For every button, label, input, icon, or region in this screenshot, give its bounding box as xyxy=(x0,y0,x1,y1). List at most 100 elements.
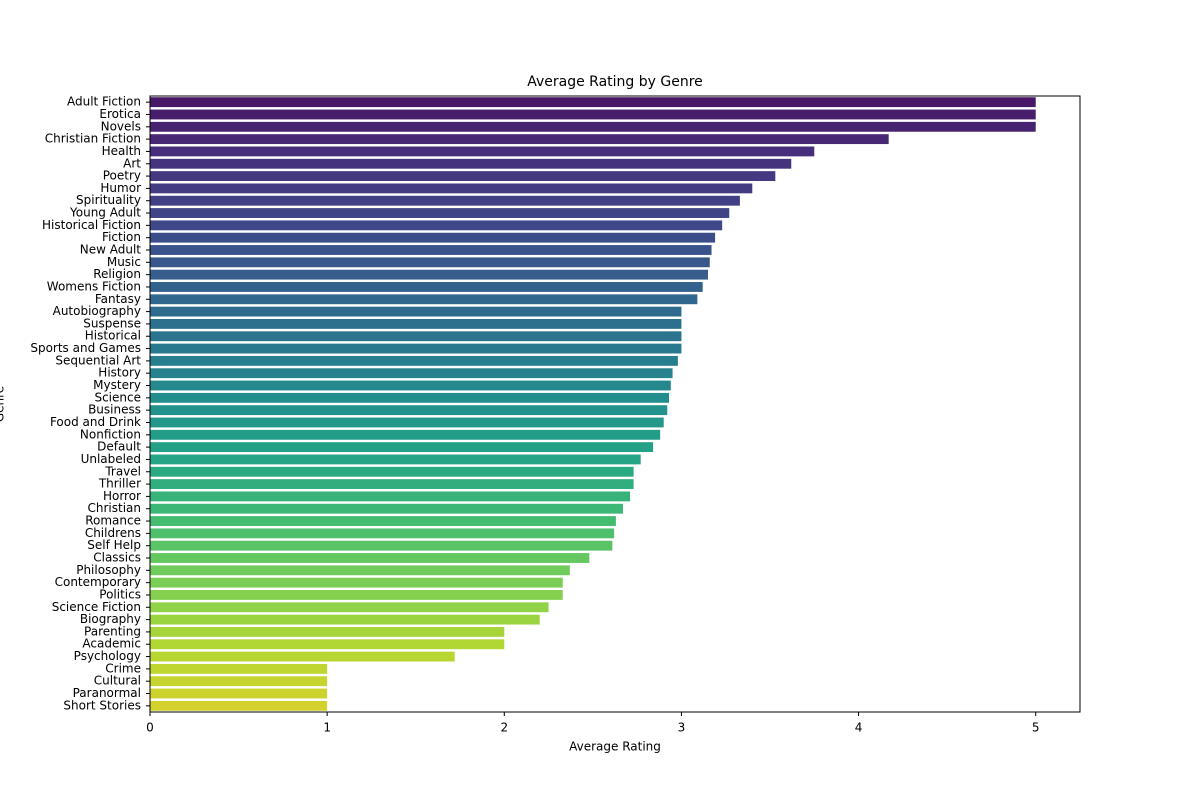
y-tick-label: Religion xyxy=(93,267,141,281)
bar xyxy=(150,700,328,711)
y-tick-label: Paranormal xyxy=(73,686,141,700)
y-tick-label: Romance xyxy=(85,514,141,528)
y-tick-label: Academic xyxy=(82,637,141,651)
bar xyxy=(150,417,664,428)
x-axis-label: Average Rating xyxy=(569,740,661,754)
bar xyxy=(150,380,671,391)
y-tick-label: Self Help xyxy=(87,538,141,552)
bar xyxy=(150,466,634,477)
y-tick-label: Humor xyxy=(100,181,141,195)
y-tick-label: Travel xyxy=(104,464,141,478)
x-tick-label: 5 xyxy=(1032,721,1040,735)
bar xyxy=(150,158,792,169)
y-tick-label: Childrens xyxy=(85,526,141,540)
bar xyxy=(150,355,678,366)
y-tick-label: Science xyxy=(94,390,141,404)
y-axis-label: Genre xyxy=(0,386,7,422)
bar xyxy=(150,503,623,514)
bar xyxy=(150,491,631,502)
x-tick-label: 2 xyxy=(500,721,508,735)
bar xyxy=(150,220,723,231)
y-tick-label: Historical Fiction xyxy=(42,218,141,232)
y-tick-label: Food and Drink xyxy=(50,415,141,429)
bar xyxy=(150,676,328,687)
bar xyxy=(150,134,889,145)
bar xyxy=(150,183,753,194)
y-tick-label: Womens Fiction xyxy=(47,279,141,293)
bar xyxy=(150,516,616,526)
bar xyxy=(150,331,682,342)
bar xyxy=(150,109,1036,120)
y-tick-label: Novels xyxy=(101,119,141,133)
y-tick-label: Health xyxy=(102,144,141,158)
bar xyxy=(150,97,1036,108)
y-tick-label: Horror xyxy=(103,489,141,503)
bar xyxy=(150,232,716,243)
bar xyxy=(150,121,1036,132)
y-tick-label: Unlabeled xyxy=(81,452,141,466)
bar xyxy=(150,146,815,157)
x-tick-label: 4 xyxy=(855,721,863,735)
bar xyxy=(150,602,549,613)
x-tick-label: 3 xyxy=(678,721,686,735)
y-tick-label: Parenting xyxy=(84,624,141,638)
y-tick-label: Poetry xyxy=(103,169,141,183)
bar xyxy=(150,208,730,218)
y-tick-label: Politics xyxy=(99,587,141,601)
y-tick-label: Fiction xyxy=(102,230,141,244)
y-tick-label: Default xyxy=(97,440,141,454)
bar xyxy=(150,343,682,354)
y-tick-label: Historical xyxy=(85,329,141,343)
bar xyxy=(150,245,712,255)
bar xyxy=(150,368,673,379)
y-tick-label: Autobiography xyxy=(53,304,141,318)
bar xyxy=(150,392,670,403)
y-tick-label: History xyxy=(98,366,141,380)
x-tick-label: 1 xyxy=(323,721,331,735)
y-tick-label: Biography xyxy=(80,612,141,626)
bar xyxy=(150,429,661,440)
y-tick-label: Crime xyxy=(105,661,141,675)
bar xyxy=(150,565,570,576)
y-tick-label: New Adult xyxy=(80,243,142,257)
y-tick-label: Suspense xyxy=(83,316,141,330)
bar xyxy=(150,540,613,551)
y-tick-label: Contemporary xyxy=(55,575,141,589)
y-tick-label: Business xyxy=(88,403,141,417)
bar xyxy=(150,454,641,465)
y-tick-label: Adult Fiction xyxy=(67,95,141,109)
y-tick-label: Sports and Games xyxy=(30,341,141,355)
y-tick-label: Short Stories xyxy=(63,698,141,712)
bar xyxy=(150,405,668,416)
y-tick-label: Philosophy xyxy=(76,563,141,577)
bar xyxy=(150,282,703,292)
bar xyxy=(150,651,455,662)
y-tick-label: Christian xyxy=(87,501,141,515)
bar xyxy=(150,626,505,637)
bar xyxy=(150,294,698,305)
bar xyxy=(150,614,540,625)
bar xyxy=(150,479,634,490)
y-tick-label: Psychology xyxy=(74,649,141,663)
y-tick-label: Music xyxy=(107,255,141,269)
bar xyxy=(150,528,615,539)
bar xyxy=(150,171,776,182)
plot-frame xyxy=(149,95,1081,713)
bar xyxy=(150,306,682,317)
chart-title: Average Rating by Genre xyxy=(527,74,703,90)
bar xyxy=(150,639,505,650)
y-tick-label: Science Fiction xyxy=(52,600,141,614)
bar xyxy=(150,688,328,699)
bar xyxy=(150,577,563,588)
y-tick-label: Cultural xyxy=(94,674,141,688)
bar xyxy=(150,663,328,674)
y-tick-label: Spirituality xyxy=(76,193,141,207)
y-tick-label: Fantasy xyxy=(95,292,141,306)
bar xyxy=(150,553,590,563)
y-tick-label: Mystery xyxy=(93,378,141,392)
y-tick-label: Art xyxy=(123,156,141,170)
bar xyxy=(150,590,563,600)
bar xyxy=(150,442,654,453)
y-tick-label: Nonfiction xyxy=(80,427,141,441)
